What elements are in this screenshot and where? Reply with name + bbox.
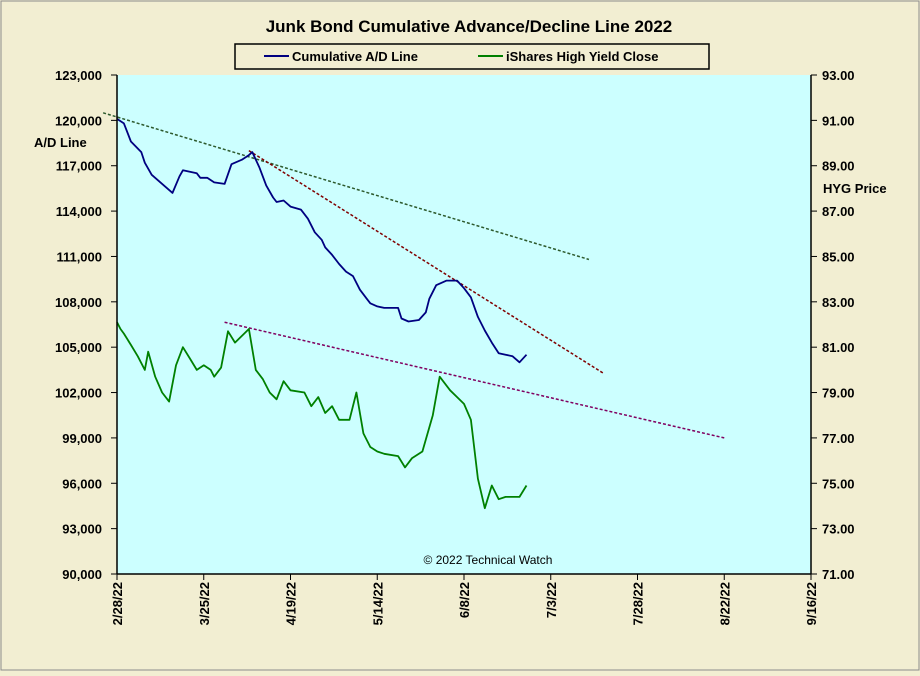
- hyg-price-series: [116, 321, 528, 510]
- left-axis-tick-label: 90,000: [62, 567, 102, 582]
- left-axis-tick-label: 96,000: [62, 476, 102, 491]
- right-axis-tick-label: 87.00: [822, 204, 855, 219]
- x-axis-tick-label: 3/25/22: [197, 582, 212, 625]
- left-axis-tick-label: 120,000: [55, 113, 102, 128]
- right-axis-tick-label: 85.00: [822, 249, 855, 264]
- left-axis-label: A/D Line: [34, 135, 87, 150]
- left-axis-tick-label: 108,000: [55, 295, 102, 310]
- right-axis-tick-label: 73.00: [822, 522, 855, 537]
- right-axis-tick-label: 89.00: [822, 159, 855, 174]
- left-axis-tick-label: 111,000: [56, 249, 102, 264]
- chart-title: Junk Bond Cumulative Advance/Decline Lin…: [266, 17, 673, 36]
- x-axis-tick-label: 8/22/22: [717, 582, 732, 625]
- x-axis-tick-label: 5/14/22: [370, 582, 385, 625]
- ad-line-series: [116, 118, 528, 364]
- plot-area: [117, 75, 811, 574]
- x-axis-tick-label: 6/8/22: [457, 582, 472, 618]
- right-axis-tick-label: 71.00: [822, 567, 855, 582]
- x-axis-ticks: 2/28/22 3/25/22 4/19/22 5/14/22 6/8/22 7/3/22…: [110, 574, 819, 625]
- right-axis-label: HYG Price: [823, 181, 887, 196]
- legend-label-hyg: iShares High Yield Close: [506, 49, 658, 64]
- right-axis-tick-label: 79.00: [822, 386, 855, 401]
- right-axis-tick-label: 75.00: [822, 476, 855, 491]
- x-axis-tick-label: 9/16/22: [804, 582, 819, 625]
- x-axis-tick-label: 7/28/22: [631, 582, 646, 625]
- left-axis-tick-label: 93,000: [62, 522, 102, 537]
- left-axis-tick-label: 102,000: [55, 386, 102, 401]
- x-axis-tick-label: 4/19/22: [284, 582, 299, 625]
- right-axis-ticks: 93.00 91.00 89.00 87.00 85.00 83.00 81.00 79.00…: [811, 68, 855, 582]
- left-axis-tick-label: 99,000: [62, 431, 102, 446]
- legend-label-ad-line: Cumulative A/D Line: [292, 49, 418, 64]
- copyright-text: © 2022 Technical Watch: [424, 553, 553, 567]
- left-axis-ticks: 123,000 120,000 117,000 114,000 111,000 108,0…: [55, 68, 117, 582]
- right-axis-tick-label: 93.00: [822, 68, 855, 83]
- right-axis-tick-label: 83.00: [822, 295, 855, 310]
- left-axis-tick-label: 114,000: [56, 204, 102, 219]
- right-axis-tick-label: 81.00: [822, 340, 855, 355]
- x-axis-tick-label: 2/28/22: [110, 582, 125, 625]
- trendline-3: [224, 321, 725, 439]
- legend-box: [234, 43, 710, 70]
- trendline-1: [102, 112, 590, 261]
- left-axis-tick-label: 117,000: [56, 159, 102, 174]
- trendlines: [102, 112, 725, 439]
- series-lines: [116, 118, 528, 510]
- legend: Cumulative A/D Line iShares High Yield C…: [234, 43, 710, 70]
- right-axis-tick-label: 77.00: [822, 431, 855, 446]
- x-axis-tick-label: 7/3/22: [544, 582, 559, 618]
- left-axis-tick-label: 105,000: [55, 340, 102, 355]
- left-axis-tick-label: 123,000: [55, 68, 102, 83]
- right-axis-tick-label: 91.00: [822, 113, 855, 128]
